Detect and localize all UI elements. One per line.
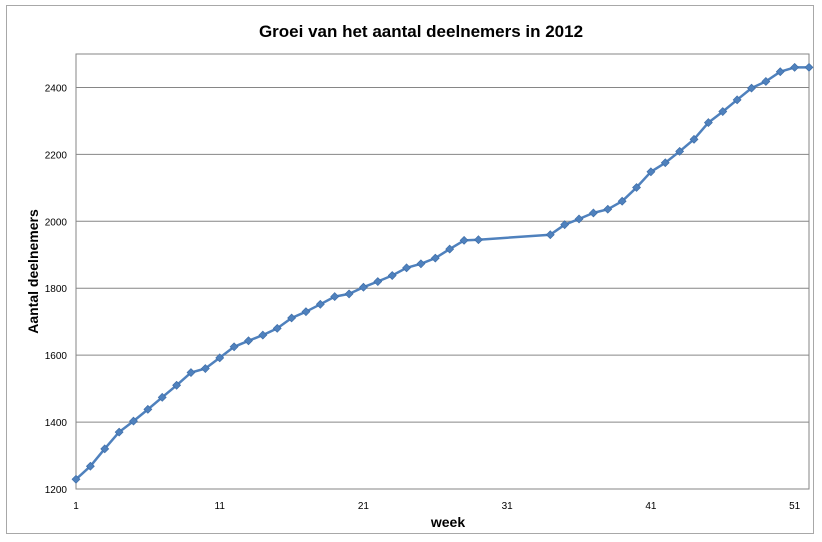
- data-point: [215, 353, 225, 363]
- data-point: [732, 95, 742, 105]
- data-point: [387, 271, 397, 280]
- y-axis-label: Aantal deelnemers: [25, 209, 41, 334]
- data-point: [545, 230, 555, 240]
- data-point: [646, 167, 656, 177]
- data-point: [114, 427, 124, 437]
- data-point: [660, 158, 670, 168]
- data-point: [301, 307, 311, 317]
- data-point: [416, 259, 426, 269]
- data-point: [186, 368, 196, 377]
- y-tick-label: 2200: [45, 150, 68, 161]
- x-tick-label: 31: [502, 501, 514, 512]
- x-tick-label: 11: [215, 501, 226, 512]
- data-point: [718, 107, 728, 116]
- data-point: [258, 330, 268, 340]
- data-point: [790, 62, 800, 72]
- data-point: [632, 183, 641, 192]
- data-point: [344, 289, 354, 299]
- data-point: [603, 204, 613, 214]
- data-point: [172, 380, 182, 390]
- chart-frame: Groei van het aantal deelnemers in 2012 …: [6, 5, 814, 534]
- y-tick-label: 1600: [45, 351, 68, 362]
- data-point: [474, 235, 483, 245]
- data-point: [588, 208, 598, 218]
- data-point: [359, 282, 368, 292]
- y-tick-label: 1800: [45, 284, 68, 295]
- data-point: [761, 77, 771, 86]
- data-point: [560, 220, 570, 230]
- data-point: [85, 461, 95, 471]
- data-point: [373, 277, 383, 286]
- y-tick-label: 2000: [45, 217, 68, 228]
- data-point: [703, 118, 713, 128]
- line-chart: Groei van het aantal deelnemers in 2012 …: [25, 22, 814, 530]
- y-tick-label: 2400: [45, 83, 68, 94]
- data-point: [229, 342, 239, 352]
- data-point: [315, 299, 325, 309]
- data-point: [200, 364, 210, 373]
- data-point: [574, 214, 584, 224]
- data-point: [747, 83, 756, 93]
- series-line: [75, 66, 809, 481]
- data-point: [689, 134, 699, 144]
- x-tick-label: 41: [645, 501, 657, 512]
- data-point: [129, 416, 138, 426]
- data-point: [775, 67, 785, 77]
- data-point: [287, 313, 297, 323]
- data-point: [244, 336, 253, 346]
- data-point: [330, 292, 340, 302]
- chart-title: Groei van het aantal deelnemers in 2012: [259, 22, 583, 41]
- data-point: [459, 235, 469, 245]
- data-point: [71, 474, 81, 484]
- data-point: [675, 146, 685, 156]
- x-tick-label: 21: [358, 501, 370, 512]
- data-point: [157, 392, 167, 402]
- data-point: [100, 444, 110, 454]
- data-point: [617, 196, 627, 206]
- y-tick-label: 1400: [45, 418, 68, 429]
- data-point: [804, 62, 814, 72]
- data-point: [143, 404, 153, 414]
- data-point: [402, 263, 411, 273]
- x-axis-label: week: [430, 514, 465, 530]
- data-point: [430, 253, 440, 263]
- x-tick-label: 1: [73, 501, 79, 512]
- y-tick-label: 1200: [45, 485, 68, 496]
- data-point: [272, 323, 282, 333]
- plot-area: [75, 53, 810, 490]
- x-tick-label: 51: [789, 501, 801, 512]
- data-point: [445, 244, 455, 254]
